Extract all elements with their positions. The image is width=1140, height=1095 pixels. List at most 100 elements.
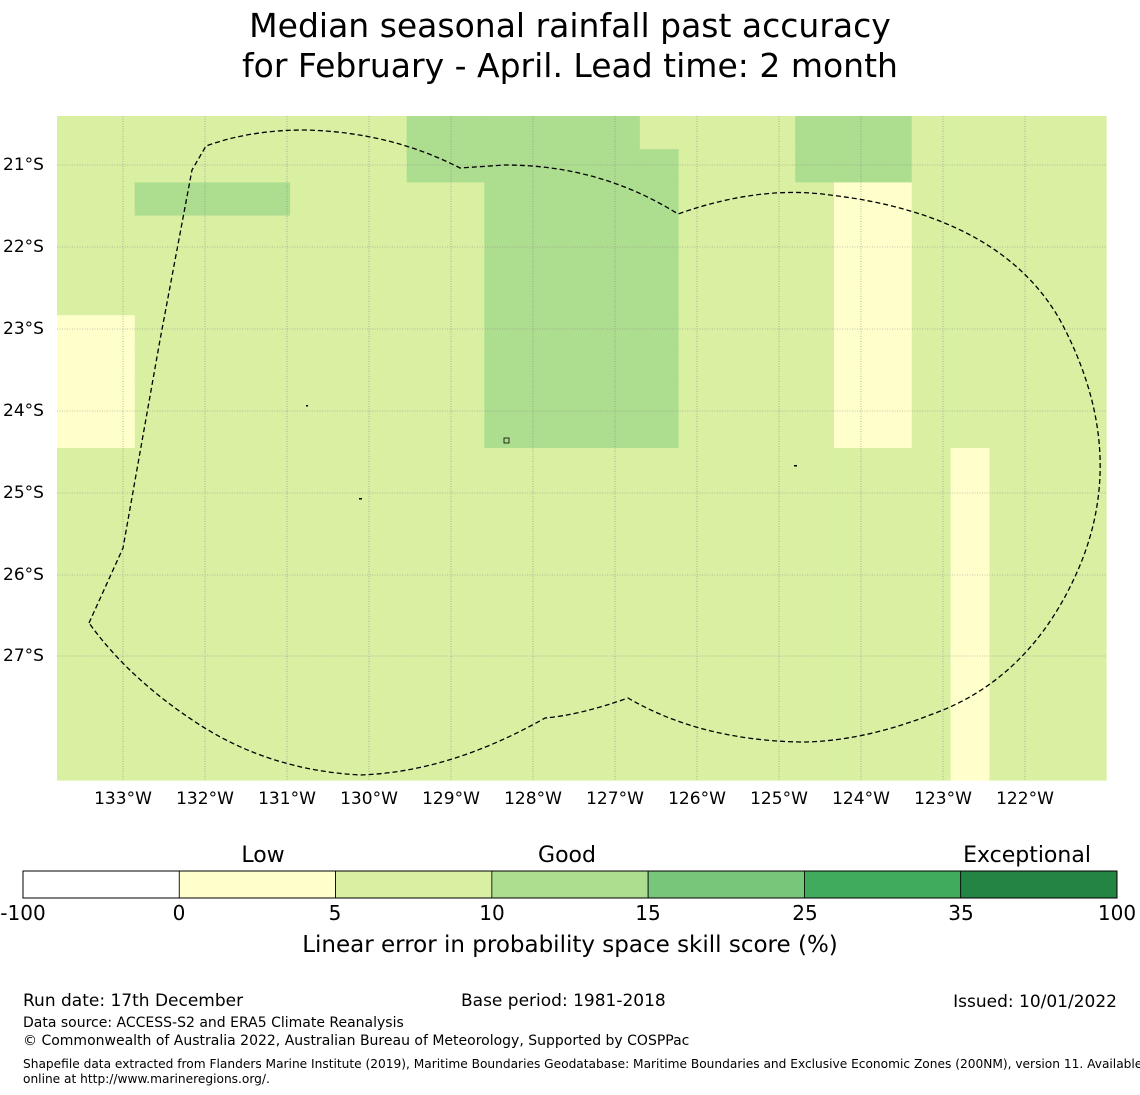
grid-cell	[134, 746, 175, 781]
grid-cell	[950, 680, 991, 715]
grid-cell	[1067, 215, 1107, 250]
grid-cell	[1067, 248, 1107, 283]
tick-label: 15	[635, 901, 661, 925]
grid-cell	[367, 381, 408, 416]
grid-cell	[834, 580, 874, 615]
grid-cell	[134, 182, 175, 217]
grid-cell	[872, 215, 913, 250]
grid-cell	[328, 348, 369, 383]
grid-cell	[212, 547, 252, 582]
grid-cell	[523, 282, 563, 316]
grid-cell	[290, 116, 330, 150]
grid-cell	[134, 149, 175, 183]
grid-cell	[523, 215, 563, 250]
grid-cell	[212, 680, 252, 715]
grid-cell	[1028, 580, 1068, 615]
grid-cell	[134, 647, 175, 681]
grid-cell	[328, 614, 369, 648]
grid-cell	[173, 348, 214, 383]
grid-cell	[989, 746, 1029, 781]
grid-cell	[911, 580, 952, 615]
grid-cell	[212, 116, 252, 150]
grid-cell	[290, 614, 330, 648]
lat-label: 26°S	[3, 565, 44, 585]
grid-cell	[717, 182, 757, 217]
grid-cell	[484, 315, 524, 349]
grid-cell	[484, 614, 524, 648]
grid-cell	[989, 116, 1029, 150]
grid-cell	[795, 248, 835, 283]
grid-cell	[445, 746, 485, 781]
grid-cell	[1028, 215, 1068, 250]
grid-cell	[562, 315, 602, 349]
grid-cell	[989, 713, 1029, 748]
grid-cell	[251, 481, 291, 515]
grid-cell	[600, 348, 641, 383]
grid-cell	[756, 547, 796, 582]
grid-cell	[173, 481, 214, 515]
lat-label: 23°S	[3, 319, 44, 339]
legend-category-good: Good	[538, 843, 596, 868]
grid-cell	[406, 713, 447, 748]
grid-cell	[95, 182, 136, 217]
grid-cell	[328, 713, 369, 748]
grid-cell	[328, 448, 369, 482]
grid-cell	[484, 381, 524, 416]
grid-cell	[445, 580, 485, 615]
grid-cell	[911, 348, 952, 383]
grid-cell	[989, 182, 1029, 217]
grid-cell	[989, 348, 1029, 383]
grid-cell	[290, 182, 330, 217]
grid-cell	[717, 315, 757, 349]
grid-cell	[445, 348, 485, 383]
grid-cell	[562, 414, 602, 449]
grid-cell	[795, 282, 835, 316]
grid-cell	[872, 713, 913, 748]
grid-cell	[639, 381, 680, 416]
grid-cell	[328, 149, 369, 183]
grid-cell	[989, 381, 1029, 416]
grid-cell	[57, 414, 97, 449]
grid-cell	[600, 580, 641, 615]
grid-cell	[290, 315, 330, 349]
grid-cell	[251, 414, 291, 449]
grid-cell	[173, 315, 214, 349]
lon-label: 131°W	[258, 789, 316, 809]
grid-cell	[678, 315, 719, 349]
grid-cell	[911, 746, 952, 781]
grid-cell	[445, 514, 485, 549]
grid-cell	[1028, 381, 1068, 416]
grid-cell	[134, 116, 175, 150]
grid-cell	[445, 248, 485, 283]
grid-cell	[367, 580, 408, 615]
grid-cell	[212, 713, 252, 748]
grid-cell	[445, 680, 485, 715]
colorbar-swatch	[22, 870, 180, 899]
grid-cell	[950, 381, 991, 416]
grid-cell	[523, 381, 563, 416]
grid-cell	[445, 647, 485, 681]
grid-cell	[795, 381, 835, 416]
grid-cell	[57, 215, 97, 250]
grid-cell	[290, 713, 330, 748]
tick-label: 10	[479, 901, 505, 925]
grid-cell	[950, 547, 991, 582]
grid-cell	[834, 481, 874, 515]
grid-cell	[834, 514, 874, 549]
colorbar-swatch	[960, 870, 1118, 899]
grid-cell	[678, 182, 719, 217]
grid-cell	[911, 514, 952, 549]
island-marker	[359, 498, 362, 500]
grid-cell	[639, 414, 680, 449]
grid-cell	[911, 647, 952, 681]
grid-cell	[251, 149, 291, 183]
grid-cell	[173, 713, 214, 748]
grid-cell	[1028, 746, 1068, 781]
grid-cell	[406, 647, 447, 681]
grid-cell	[600, 282, 641, 316]
grid-cell	[251, 514, 291, 549]
map-gridlines	[57, 116, 1106, 780]
grid-cell	[173, 414, 214, 449]
grid-cell	[134, 514, 175, 549]
grid-cell	[328, 647, 369, 681]
